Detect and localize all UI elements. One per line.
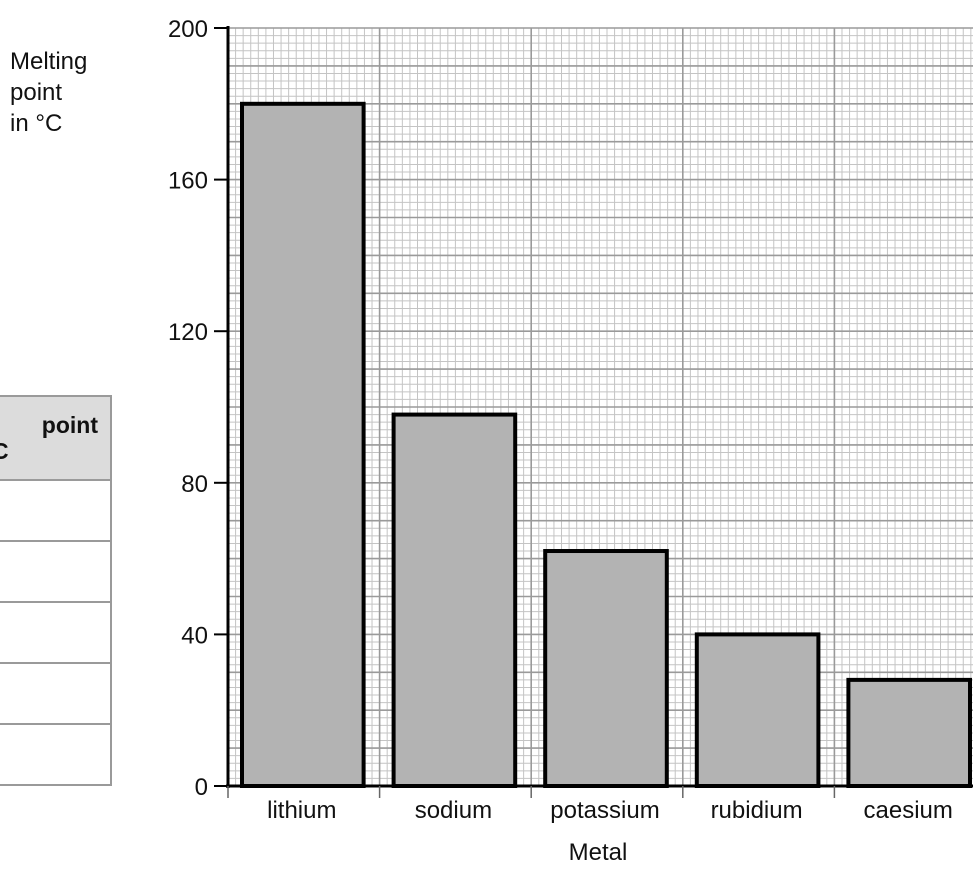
table-header-line-2: C xyxy=(0,438,9,464)
table-cell xyxy=(0,662,112,725)
table-cell xyxy=(0,540,112,603)
data-table: point C 0 xyxy=(0,395,112,786)
x-tick-label: lithium xyxy=(267,797,336,824)
table-header-line-1: point xyxy=(41,412,98,438)
table-header-row: point C xyxy=(0,395,112,481)
y-axis-label-line-1: Melting xyxy=(10,48,88,75)
x-axis-label: Metal xyxy=(569,839,628,866)
table-header-cell: point C xyxy=(0,395,112,481)
bar-sodium xyxy=(391,412,518,788)
axes xyxy=(226,26,973,788)
x-tick-label: caesium xyxy=(864,797,953,824)
y-tick-label: 40 xyxy=(181,622,208,649)
major-gridlines xyxy=(228,27,973,786)
table-cell: 0 xyxy=(0,479,112,542)
y-tick-label: 160 xyxy=(168,168,208,195)
x-tick-label: rubidium xyxy=(711,797,803,824)
table-cell xyxy=(0,601,112,664)
y-tick-label: 120 xyxy=(168,319,208,346)
y-tick-label: 0 xyxy=(195,774,208,801)
bar-caesium xyxy=(846,677,973,789)
x-tick-label: potassium xyxy=(550,797,659,824)
table-cell xyxy=(0,723,112,786)
bar-lithium xyxy=(240,101,366,789)
bar-potassium xyxy=(543,549,669,789)
y-ticks: 0 40 80 120 160 200 xyxy=(168,16,228,801)
table-row: 0 xyxy=(0,479,112,542)
table-row xyxy=(0,540,112,603)
y-axis-label-line-2: point xyxy=(10,79,63,106)
table-row xyxy=(0,723,112,786)
bars xyxy=(240,101,973,789)
bar-rubidium xyxy=(694,632,821,789)
y-tick-label: 200 xyxy=(168,16,208,43)
y-tick-label: 80 xyxy=(181,471,208,498)
y-axis-label-line-3: in °C xyxy=(10,110,63,137)
table-row xyxy=(0,662,112,725)
table-row xyxy=(0,601,112,664)
x-ticks: lithium sodium potassium rubidium caesium xyxy=(227,786,953,824)
x-tick-label: sodium xyxy=(415,797,492,824)
y-axis-label: Melting point in °C xyxy=(10,46,130,139)
